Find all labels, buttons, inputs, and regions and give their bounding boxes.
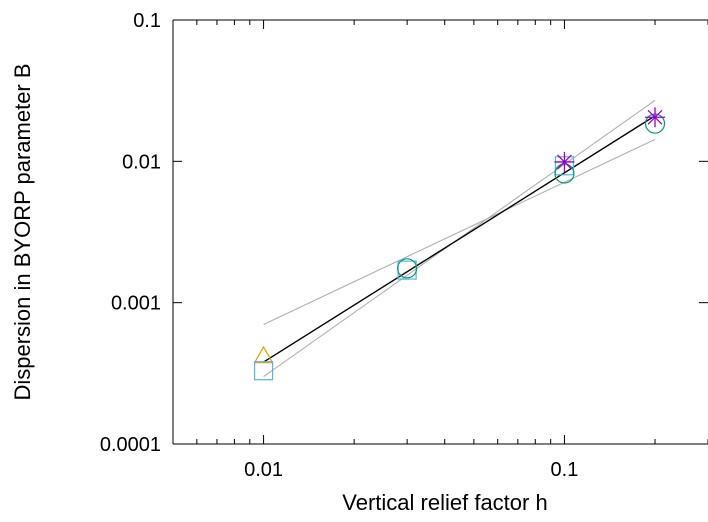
asterisk-marker [645, 107, 666, 128]
y-tick-label: 0.1 [133, 10, 161, 32]
x-tick-label: 0.01 [244, 459, 283, 481]
square-marker [253, 361, 274, 381]
axis-ticks [172, 19, 708, 445]
plot-frame [172, 19, 708, 445]
fit-lines [263, 99, 656, 378]
x-axis-label: Vertical relief factor h [342, 490, 547, 515]
y-tick-label: 0.01 [122, 151, 161, 173]
y-tick-label: 0.001 [111, 293, 161, 315]
y-tick-labels: 0.0001 0.001 0.01 0.1 [100, 10, 161, 456]
asterisk-stroke [647, 109, 663, 125]
fit-line [263, 115, 656, 363]
x-tick-label: 0.1 [551, 459, 579, 481]
y-axis-label: Dispersion in BYORP parameter B [10, 63, 35, 400]
asterisk-marker [554, 151, 575, 172]
y-tick-label: 0.0001 [100, 434, 161, 456]
asterisk-stroke [556, 154, 572, 170]
triangle-marker [253, 345, 274, 364]
bound-line [263, 138, 656, 326]
data-markers [253, 107, 666, 381]
x-tick-labels: 0.01 0.1 [244, 459, 578, 481]
circle-marker [397, 258, 418, 279]
